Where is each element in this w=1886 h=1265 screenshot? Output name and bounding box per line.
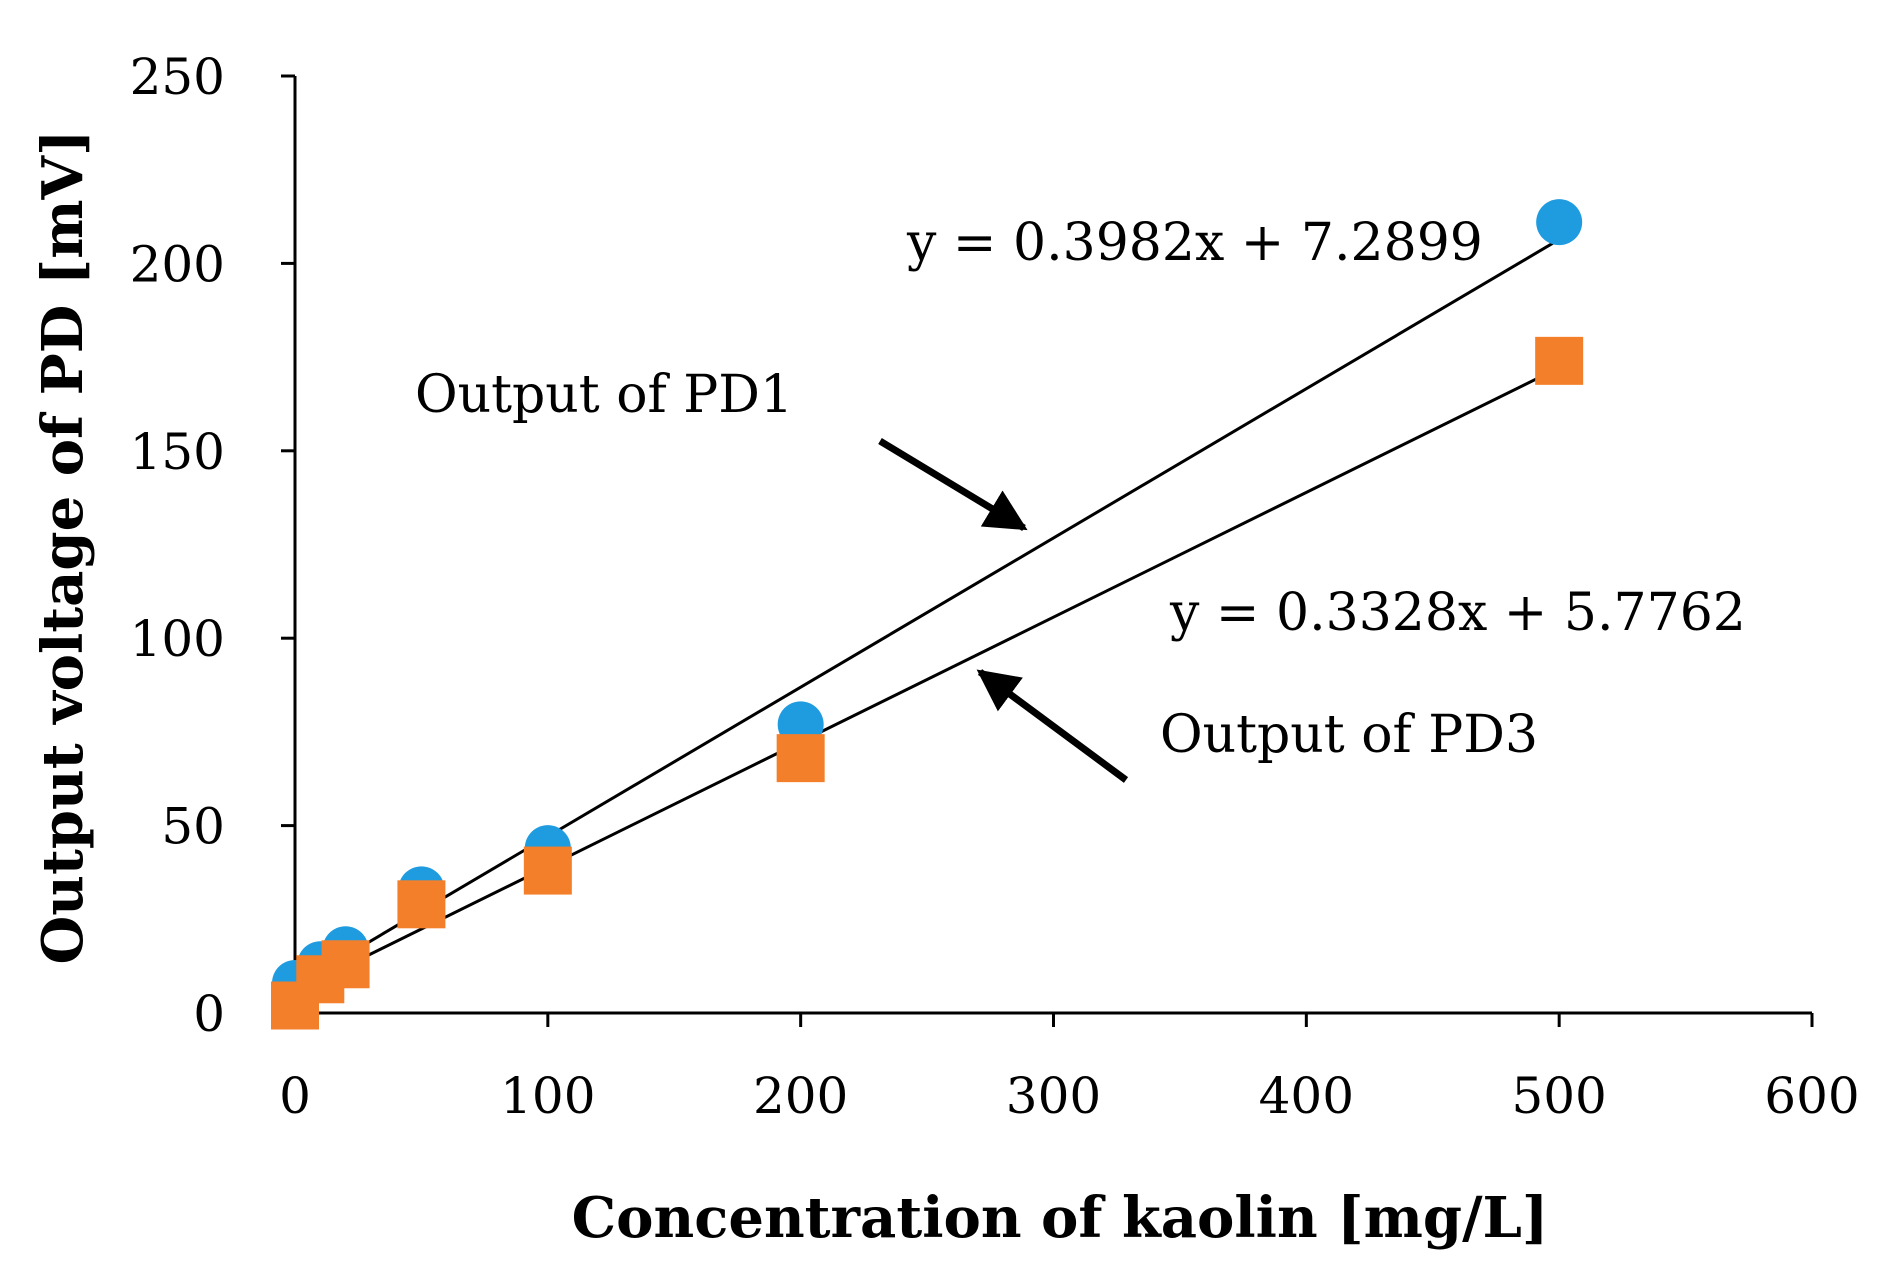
series-2-points	[271, 336, 1584, 1030]
y-tick-label: 250	[130, 48, 225, 106]
data-point-square	[523, 846, 572, 895]
y-tick-label: 0	[193, 985, 225, 1043]
x-tick-label: 500	[1511, 1067, 1606, 1125]
arrow-pd3	[976, 669, 1129, 783]
data-point-circle	[1536, 199, 1583, 246]
trendline-series-2	[294, 366, 1560, 993]
x-tick-label: 600	[1764, 1067, 1859, 1125]
y-axis-title: Output voltage of PD [mV]	[30, 130, 96, 965]
label-pd1: Output of PD1	[415, 365, 793, 425]
equation-pd1: y = 0.3982x + 7.2899	[906, 213, 1483, 273]
arrow-pd1	[878, 438, 1028, 531]
y-tick-label: 150	[130, 423, 225, 481]
data-point-square	[1535, 336, 1584, 385]
x-axis-title: Concentration of kaolin [mg/L]	[572, 1185, 1549, 1251]
data-points	[271, 199, 1584, 1030]
y-tick-label: 50	[161, 798, 225, 856]
y-ticks: 0 50 100 150 200 250	[130, 48, 295, 1043]
y-tick-label: 100	[130, 610, 225, 668]
x-tick-label: 400	[1259, 1067, 1354, 1125]
data-point-square	[776, 734, 825, 783]
axes: 0 100 200 300 400 500 600 0 50 100 150 200 250	[130, 48, 1860, 1125]
data-point-square	[321, 940, 370, 989]
x-tick-label: 300	[1006, 1067, 1101, 1125]
label-pd3: Output of PD3	[1160, 705, 1538, 765]
trendlines	[294, 238, 1560, 993]
x-tick-label: 100	[500, 1067, 595, 1125]
x-tick-label: 200	[753, 1067, 848, 1125]
trendline-series-1	[294, 238, 1560, 987]
x-tick-label: 0	[279, 1067, 311, 1125]
x-ticks: 0 100 200 300 400 500 600	[279, 1013, 1860, 1125]
equation-pd3: y = 0.3328x + 5.7762	[1169, 583, 1746, 643]
y-tick-label: 200	[130, 235, 225, 293]
data-point-square	[397, 880, 446, 929]
